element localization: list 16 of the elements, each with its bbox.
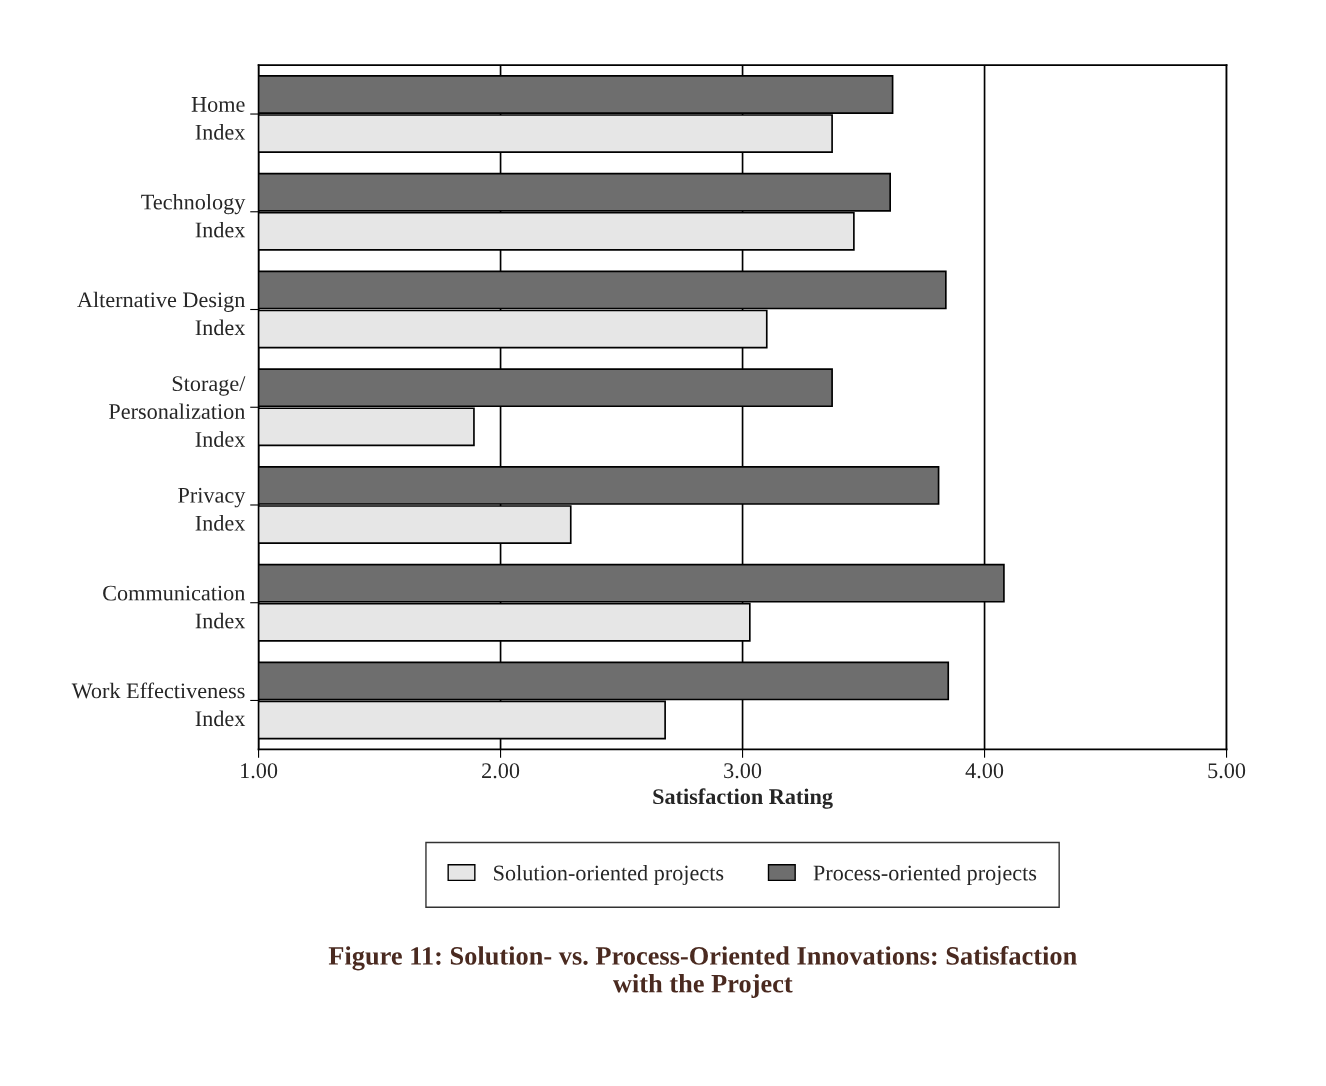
text: Figure 11: Solution- vs. Process-Oriented Innovations: Satisfaction with the Project xyxy=(328,945,1077,998)
y-tick-label: Alternative Design Index xyxy=(77,291,246,336)
x-tick-label: 5.00 xyxy=(1208,763,1246,779)
x-axis-title: Satisfaction Rating xyxy=(653,788,833,809)
x-tick-label: 3.00 xyxy=(724,763,762,779)
y-tick-label: Work Effectiveness Index xyxy=(71,682,246,727)
y-tick-label: Privacy Index xyxy=(178,487,246,531)
x-tick-label: 2.00 xyxy=(482,763,520,779)
x-tick-label: 1.00 xyxy=(241,763,278,779)
x-tick-label: 4.00 xyxy=(965,763,1004,779)
y-tick-label: Storage/ Personalization Index xyxy=(109,376,246,447)
y-tick-label: Communication Index xyxy=(103,585,246,629)
legend-label: Solution-oriented projects xyxy=(494,864,724,886)
y-tick-label: Home Index xyxy=(191,97,246,140)
y-tick-label: Technology Index xyxy=(141,193,246,238)
legend-label: Process-oriented projects xyxy=(813,864,1037,886)
